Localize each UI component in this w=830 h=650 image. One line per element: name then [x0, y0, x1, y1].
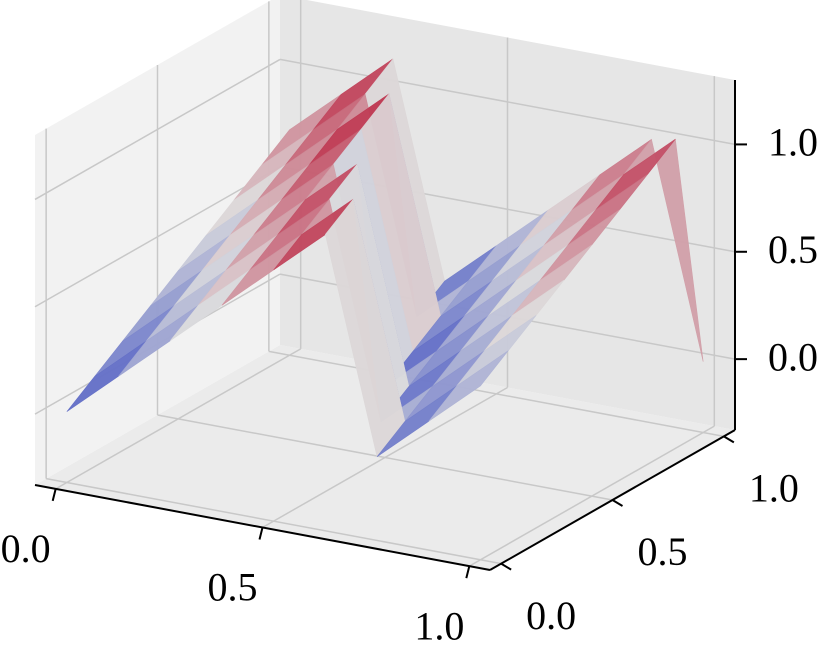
x-tick-label: 0.5 [208, 565, 258, 610]
grid-line [279, 58, 736, 146]
tick-mark [258, 527, 264, 540]
x-tick-label: 1.0 [414, 603, 464, 648]
y-tick-label: 1.0 [749, 466, 799, 511]
tick-mark [611, 499, 624, 507]
tick-mark [51, 488, 57, 502]
grid-line [34, 58, 281, 201]
tick-mark [500, 562, 512, 571]
z-tick-label: 1.0 [768, 120, 818, 165]
y-tick-label: 0.5 [638, 529, 688, 574]
grid-line [268, 350, 725, 438]
z-tick-label: 0.0 [768, 334, 818, 379]
y-tick-label: 0.0 [526, 593, 576, 638]
grid-line [157, 414, 613, 501]
tick-mark [723, 435, 735, 444]
surface-cell [428, 350, 509, 422]
grid-line [45, 477, 502, 565]
x-tick-label: 0.0 [1, 526, 51, 571]
z-tick-label: 0.5 [768, 227, 818, 272]
grid-line [34, 166, 281, 308]
tick-mark [465, 565, 471, 579]
